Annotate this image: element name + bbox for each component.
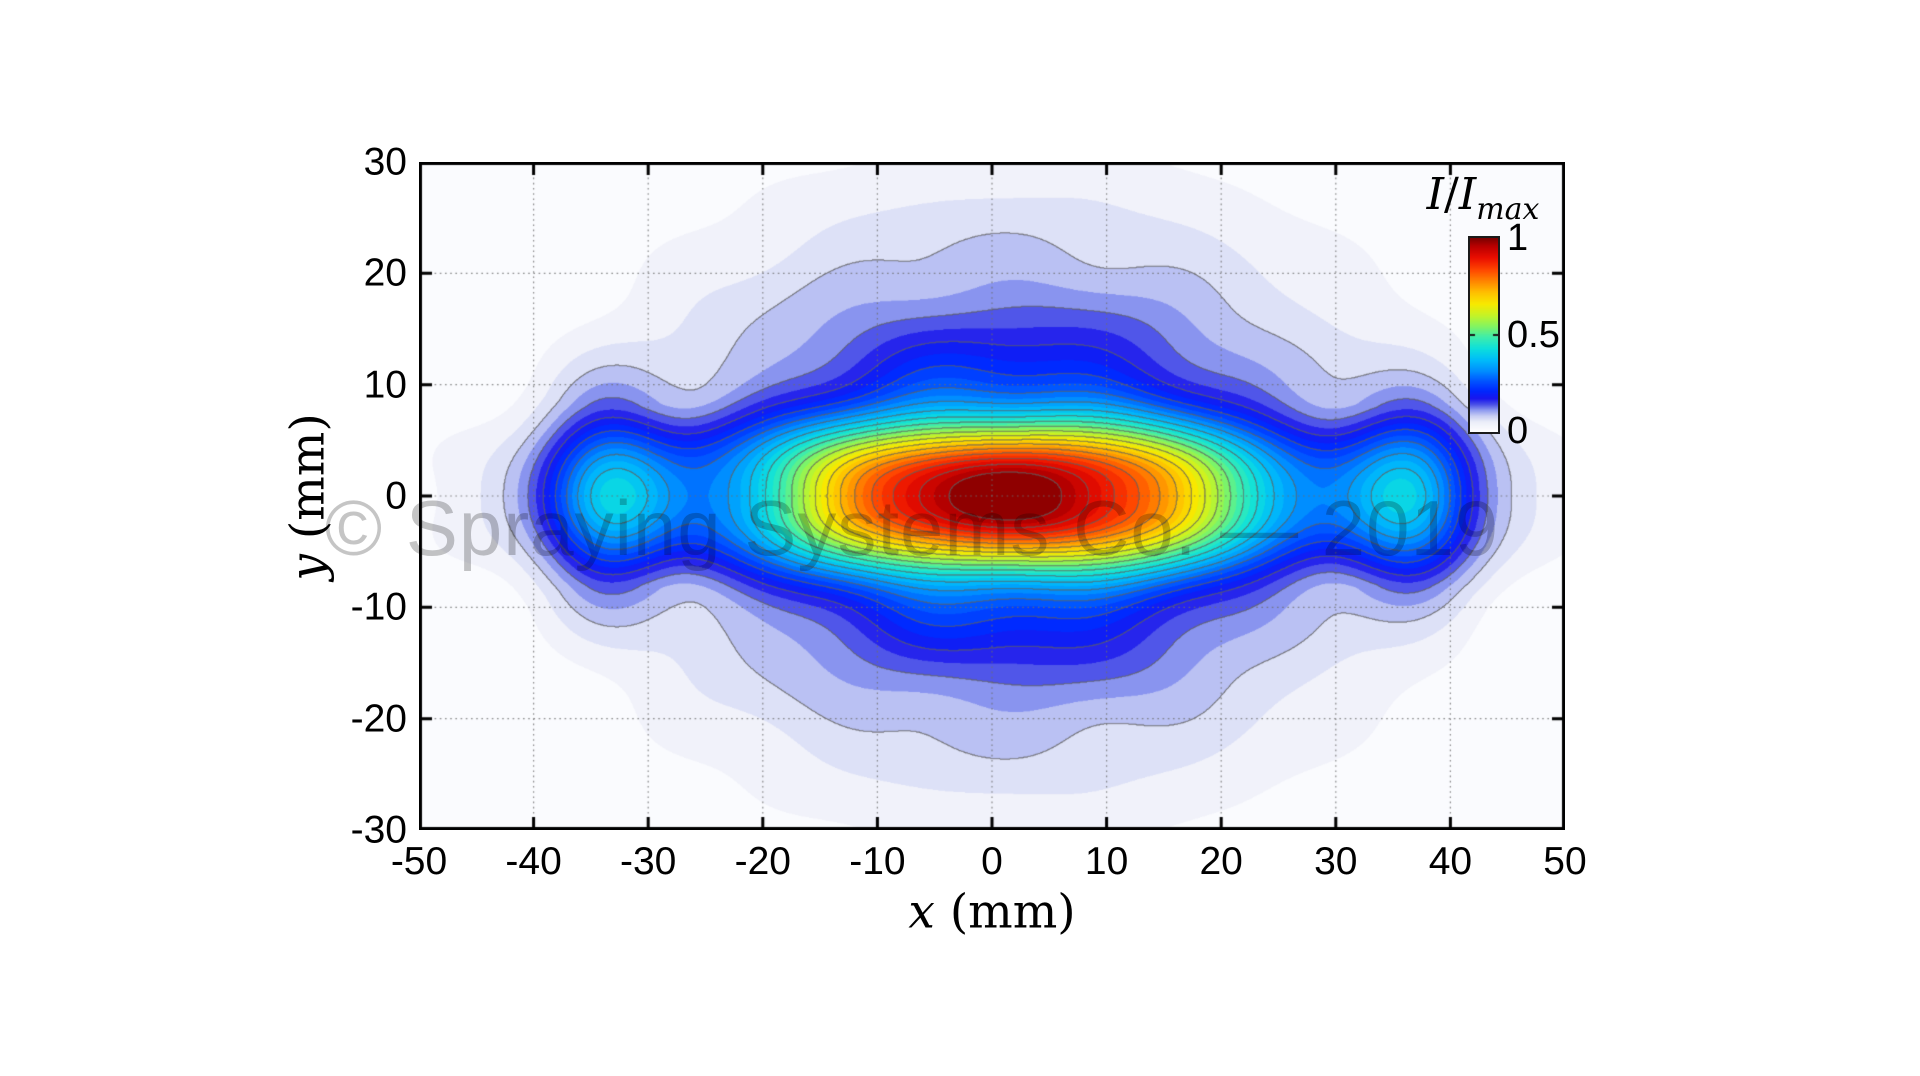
colorbar-title-slash: /: [1444, 169, 1459, 221]
x-axis-variable: x: [908, 884, 935, 940]
x-tick-label: -50: [390, 840, 448, 883]
x-tick-label: 40: [1428, 840, 1473, 883]
y-tick-label: 30: [363, 140, 407, 184]
colorbar-tick-label: 0.5: [1507, 313, 1560, 356]
contour-plot-canvas: [419, 162, 1565, 830]
x-tick-label: 10: [1084, 840, 1129, 883]
x-tick-label: 50: [1543, 840, 1587, 883]
colorbar: [1468, 236, 1500, 434]
y-tick-label: -20: [350, 697, 407, 741]
x-tick-label: 20: [1199, 840, 1243, 883]
copyright-watermark: © Spraying Systems Co. — 2019: [324, 484, 1500, 572]
y-tick-label: 20: [363, 251, 407, 295]
colorbar-title: I/Imax: [1427, 173, 1540, 225]
x-tick-label: 30: [1314, 840, 1358, 883]
x-tick-label: -20: [734, 840, 791, 883]
y-tick-label: -10: [350, 585, 407, 629]
y-tick-label: -30: [350, 808, 407, 852]
x-tick-label: 0: [981, 840, 1003, 883]
colorbar-title-numerator: I: [1426, 169, 1445, 221]
colorbar-tick-label: 0: [1507, 410, 1529, 452]
x-tick-label: -40: [505, 840, 562, 883]
y-tick-label: 10: [363, 363, 407, 407]
colorbar-gradient-canvas: [1470, 238, 1498, 432]
colorbar-tick-label: 1: [1507, 217, 1529, 259]
colorbar-title-subscript: max: [1476, 191, 1540, 227]
x-axis-unit: (mm): [949, 884, 1076, 940]
y-tick-label: 0: [385, 474, 407, 518]
x-tick-label: -10: [849, 840, 906, 883]
colorbar-title-denominator: I: [1458, 169, 1477, 221]
x-tick-label: -30: [620, 840, 677, 883]
x-axis-label: x (mm): [908, 889, 1075, 936]
